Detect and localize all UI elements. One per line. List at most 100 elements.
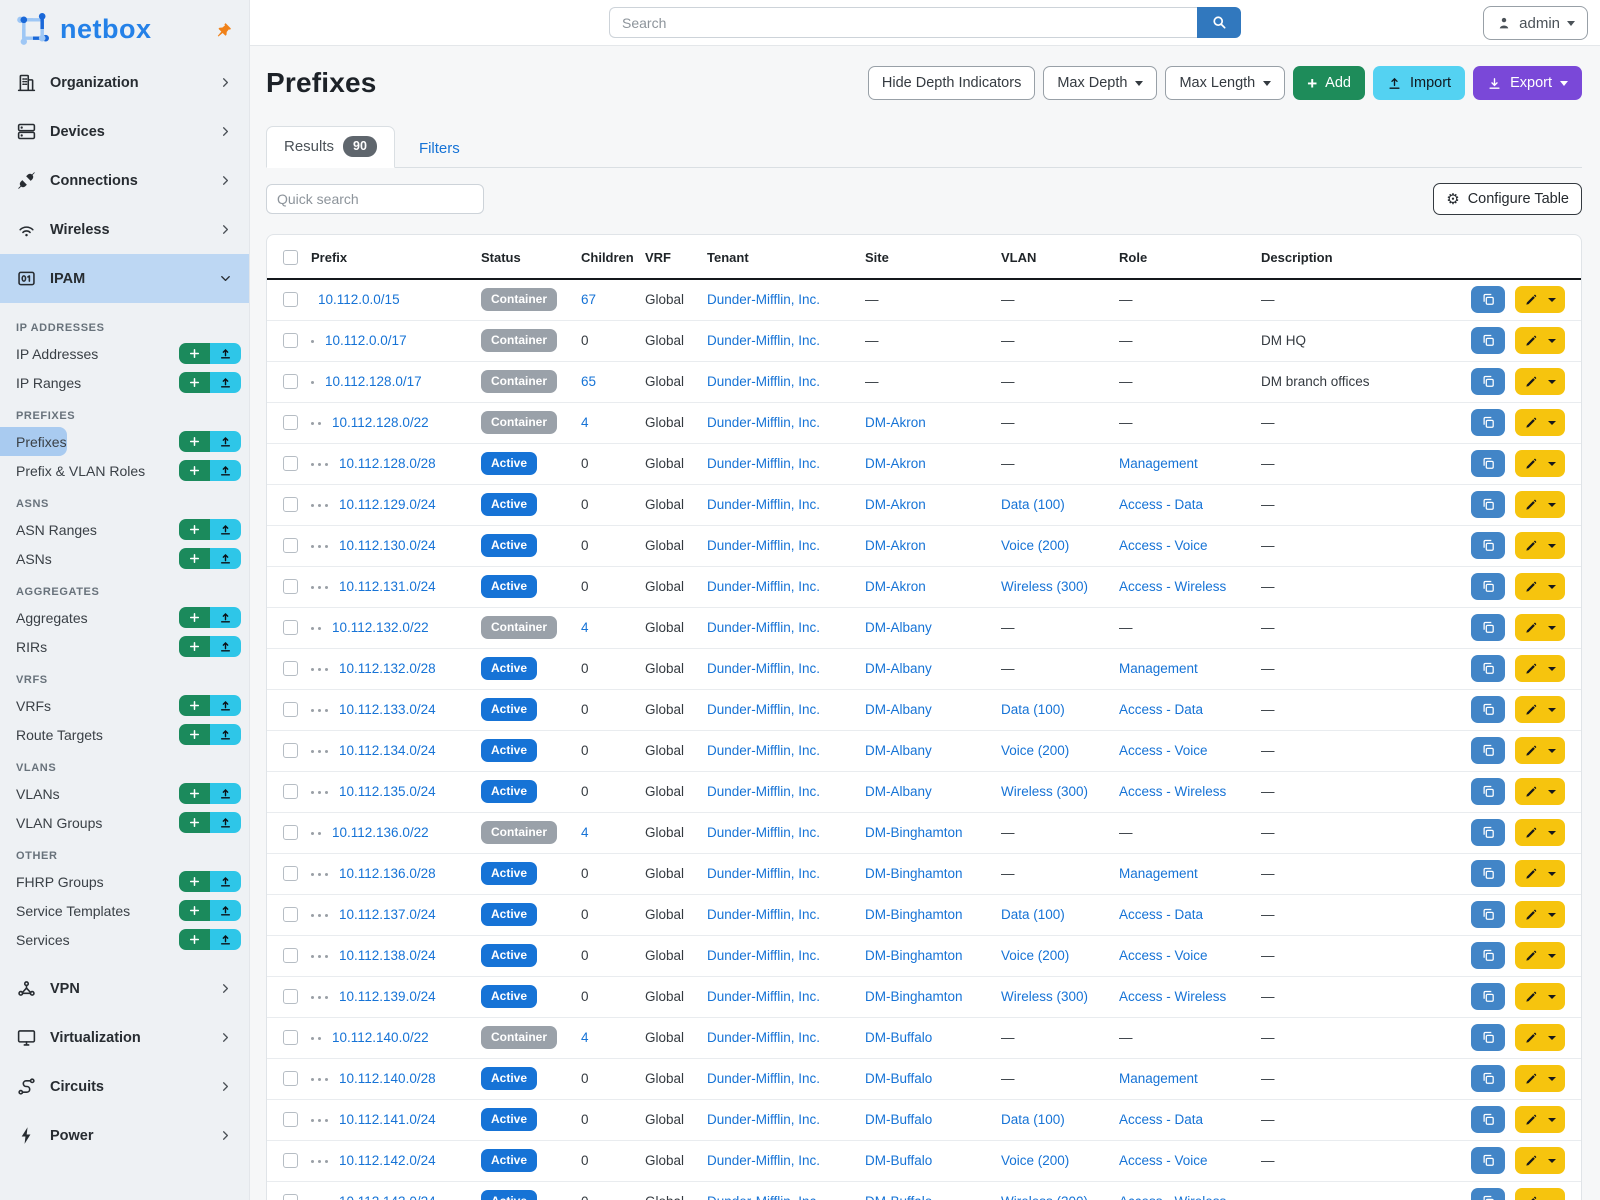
- sidebar-item-vlan-groups[interactable]: VLAN Groups: [16, 814, 103, 831]
- bulk-import-button[interactable]: [210, 695, 241, 716]
- quick-add-button[interactable]: [179, 724, 210, 745]
- site-link[interactable]: DM-Akron: [865, 456, 926, 471]
- quick-add-button[interactable]: [179, 900, 210, 921]
- import-button[interactable]: Import: [1372, 66, 1466, 100]
- bulk-import-button[interactable]: [210, 548, 241, 569]
- vlan-link[interactable]: Wireless (300): [1001, 784, 1089, 799]
- row-checkbox[interactable]: [283, 784, 298, 799]
- tenant-link[interactable]: Dunder-Mifflin, Inc.: [707, 415, 821, 430]
- site-link[interactable]: DM-Akron: [865, 538, 926, 553]
- quick-add-button[interactable]: [179, 871, 210, 892]
- column-header-vlan[interactable]: VLAN: [991, 235, 1109, 280]
- role-link[interactable]: Management: [1119, 1071, 1198, 1086]
- prefix-link[interactable]: 10.112.136.0/28: [339, 866, 436, 881]
- prefix-link[interactable]: 10.112.140.0/22: [332, 1030, 429, 1045]
- hide-depth-indicators-button[interactable]: Hide Depth Indicators: [867, 66, 1036, 100]
- vlan-link[interactable]: Data (100): [1001, 1112, 1065, 1127]
- sidebar-item-aggregates[interactable]: Aggregates: [16, 609, 88, 626]
- export-dropdown[interactable]: Export: [1473, 66, 1582, 100]
- prefix-link[interactable]: 10.112.128.0/22: [332, 415, 429, 430]
- children-link[interactable]: 65: [581, 374, 597, 389]
- site-link[interactable]: DM-Akron: [865, 415, 926, 430]
- vlan-link[interactable]: Wireless (300): [1001, 989, 1089, 1004]
- tenant-link[interactable]: Dunder-Mifflin, Inc.: [707, 1194, 820, 1200]
- site-link[interactable]: DM-Binghamton: [865, 825, 963, 840]
- vlan-link[interactable]: Wireless (300): [1001, 579, 1089, 594]
- prefix-link[interactable]: 10.112.0.0/15: [318, 292, 400, 308]
- column-header-description[interactable]: Description: [1251, 235, 1461, 280]
- row-checkbox[interactable]: [283, 1112, 298, 1127]
- edit-dropdown-button[interactable]: [1515, 1106, 1565, 1133]
- prefix-link[interactable]: 10.112.128.0/28: [339, 456, 436, 471]
- site-link[interactable]: DM-Albany: [865, 661, 932, 676]
- children-link[interactable]: 4: [581, 415, 589, 430]
- tenant-link[interactable]: Dunder-Mifflin, Inc.: [707, 907, 821, 922]
- bulk-import-button[interactable]: [210, 607, 241, 628]
- tab-results[interactable]: Results 90: [266, 126, 395, 168]
- prefix-link[interactable]: 10.112.139.0/24: [339, 989, 436, 1004]
- prefix-link[interactable]: 10.112.134.0/24: [339, 743, 436, 758]
- site-link[interactable]: DM-Buffalo: [865, 1071, 933, 1086]
- quick-add-button[interactable]: [179, 607, 210, 628]
- edit-dropdown-button[interactable]: [1515, 532, 1565, 559]
- sidebar-item-prefixes[interactable]: Prefixes: [0, 427, 67, 456]
- clone-button[interactable]: [1471, 1024, 1506, 1051]
- clone-button[interactable]: [1471, 737, 1506, 764]
- sidebar-item-ipam[interactable]: IPAM: [0, 254, 249, 303]
- role-link[interactable]: Access - Data: [1119, 1112, 1204, 1127]
- site-link[interactable]: DM-Buffalo: [865, 1030, 933, 1045]
- bulk-import-button[interactable]: [210, 372, 241, 393]
- site-link[interactable]: DM-Buffalo: [865, 1153, 933, 1168]
- prefix-link[interactable]: 10.112.128.0/17: [325, 374, 422, 389]
- role-link[interactable]: Management: [1119, 456, 1198, 471]
- column-header-status[interactable]: Status: [471, 235, 571, 280]
- edit-dropdown-button[interactable]: [1515, 614, 1565, 641]
- clone-button[interactable]: [1471, 901, 1506, 928]
- prefix-link[interactable]: 10.112.135.0/24: [339, 784, 436, 799]
- edit-dropdown-button[interactable]: [1515, 737, 1565, 764]
- column-header-role[interactable]: Role: [1109, 235, 1251, 280]
- prefix-link[interactable]: 10.112.141.0/24: [339, 1112, 436, 1127]
- clone-button[interactable]: [1471, 450, 1506, 477]
- row-checkbox[interactable]: [283, 497, 298, 512]
- tenant-link[interactable]: Dunder-Mifflin, Inc.: [707, 579, 821, 594]
- row-checkbox[interactable]: [283, 538, 298, 553]
- bulk-import-button[interactable]: [210, 812, 241, 833]
- sidebar-item-vpn[interactable]: VPN: [0, 964, 249, 1013]
- tenant-link[interactable]: Dunder-Mifflin, Inc.: [707, 497, 821, 512]
- max-length-dropdown[interactable]: Max Length: [1165, 66, 1286, 100]
- edit-dropdown-button[interactable]: [1515, 983, 1565, 1010]
- sidebar-item-service-templates[interactable]: Service Templates: [16, 902, 131, 919]
- prefix-link[interactable]: 10.112.137.0/24: [339, 907, 436, 922]
- prefix-link[interactable]: 10.112.140.0/28: [339, 1071, 436, 1086]
- edit-dropdown-button[interactable]: [1515, 942, 1565, 969]
- vlan-link[interactable]: Data (100): [1001, 497, 1065, 512]
- children-link[interactable]: 4: [581, 825, 589, 840]
- prefix-link[interactable]: 10.112.136.0/22: [332, 825, 429, 840]
- quick-add-button[interactable]: [179, 636, 210, 657]
- role-link[interactable]: Access - Wireless: [1119, 784, 1227, 799]
- bulk-import-button[interactable]: [210, 724, 241, 745]
- role-link[interactable]: Management: [1119, 866, 1198, 881]
- tenant-link[interactable]: Dunder-Mifflin, Inc.: [707, 989, 821, 1004]
- row-checkbox[interactable]: [283, 1194, 298, 1200]
- site-link[interactable]: DM-Albany: [865, 784, 932, 799]
- clone-button[interactable]: [1471, 655, 1506, 682]
- row-checkbox[interactable]: [283, 415, 298, 430]
- row-checkbox[interactable]: [283, 1071, 298, 1086]
- sidebar-item-services[interactable]: Services: [16, 931, 70, 948]
- bulk-import-button[interactable]: [210, 519, 241, 540]
- prefix-link[interactable]: 10.112.130.0/24: [339, 538, 436, 553]
- row-checkbox[interactable]: [283, 456, 298, 471]
- edit-dropdown-button[interactable]: [1515, 491, 1565, 518]
- role-link[interactable]: Access - Voice: [1119, 743, 1208, 758]
- clone-button[interactable]: [1471, 1065, 1506, 1092]
- clone-button[interactable]: [1471, 327, 1506, 354]
- clone-button[interactable]: [1471, 532, 1506, 559]
- role-link[interactable]: Access - Voice: [1119, 538, 1208, 553]
- edit-dropdown-button[interactable]: [1515, 696, 1565, 723]
- clone-button[interactable]: [1471, 491, 1506, 518]
- sidebar-item-power[interactable]: Power: [0, 1111, 249, 1160]
- tenant-link[interactable]: Dunder-Mifflin, Inc.: [707, 620, 821, 635]
- row-checkbox[interactable]: [283, 333, 298, 348]
